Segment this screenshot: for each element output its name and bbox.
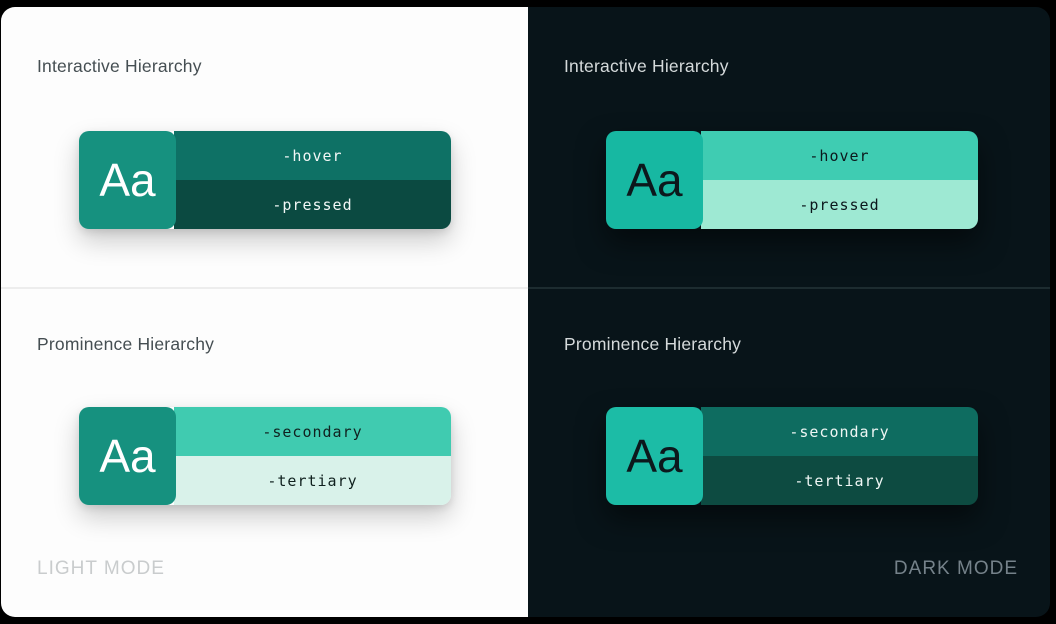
token-rows: -secondary -tertiary <box>174 407 451 505</box>
token-rows: -hover -pressed <box>174 131 451 229</box>
quadrant-light-prominence: Prominence Hierarchy -secondary -tertiar… <box>1 289 528 617</box>
quadrant-dark-prominence: Prominence Hierarchy -secondary -tertiar… <box>528 289 1050 617</box>
token-row-hover: -hover <box>701 131 978 180</box>
color-sample-tile: Aa <box>606 407 703 505</box>
section-title-prominence-dark: Prominence Hierarchy <box>564 334 742 354</box>
token-row-tertiary: -tertiary <box>701 456 978 505</box>
token-row-pressed: -pressed <box>701 180 978 229</box>
token-row-secondary: -secondary <box>174 407 451 456</box>
token-rows: -hover -pressed <box>701 131 978 229</box>
color-sample-tile: Aa <box>606 131 703 229</box>
section-title-interactive-dark: Interactive Hierarchy <box>564 56 729 76</box>
swatch-group-dark-interactive: -hover -pressed Aa <box>606 131 978 229</box>
color-sample-tile: Aa <box>79 407 176 505</box>
mode-label-dark: DARK MODE <box>893 558 1018 579</box>
token-row-tertiary: -tertiary <box>174 456 451 505</box>
token-row-hover: -hover <box>174 131 451 180</box>
section-title-interactive-light: Interactive Hierarchy <box>37 56 202 76</box>
section-title-prominence-light: Prominence Hierarchy <box>37 334 215 354</box>
quadrant-light-interactive: Interactive Hierarchy -hover -pressed Aa <box>1 7 528 289</box>
swatch-group-light-interactive: -hover -pressed Aa <box>79 131 451 229</box>
token-row-pressed: -pressed <box>174 180 451 229</box>
mode-label-light: LIGHT MODE <box>37 558 165 579</box>
swatch-group-light-prominence: -secondary -tertiary Aa <box>79 407 451 505</box>
token-rows: -secondary -tertiary <box>701 407 978 505</box>
swatch-group-dark-prominence: -secondary -tertiary Aa <box>606 407 978 505</box>
token-row-secondary: -secondary <box>701 407 978 456</box>
color-sample-tile: Aa <box>79 131 176 229</box>
figure-frame: Interactive Hierarchy -hover -pressed Aa… <box>1 7 1050 617</box>
quadrant-dark-interactive: Interactive Hierarchy -hover -pressed Aa <box>528 7 1050 289</box>
